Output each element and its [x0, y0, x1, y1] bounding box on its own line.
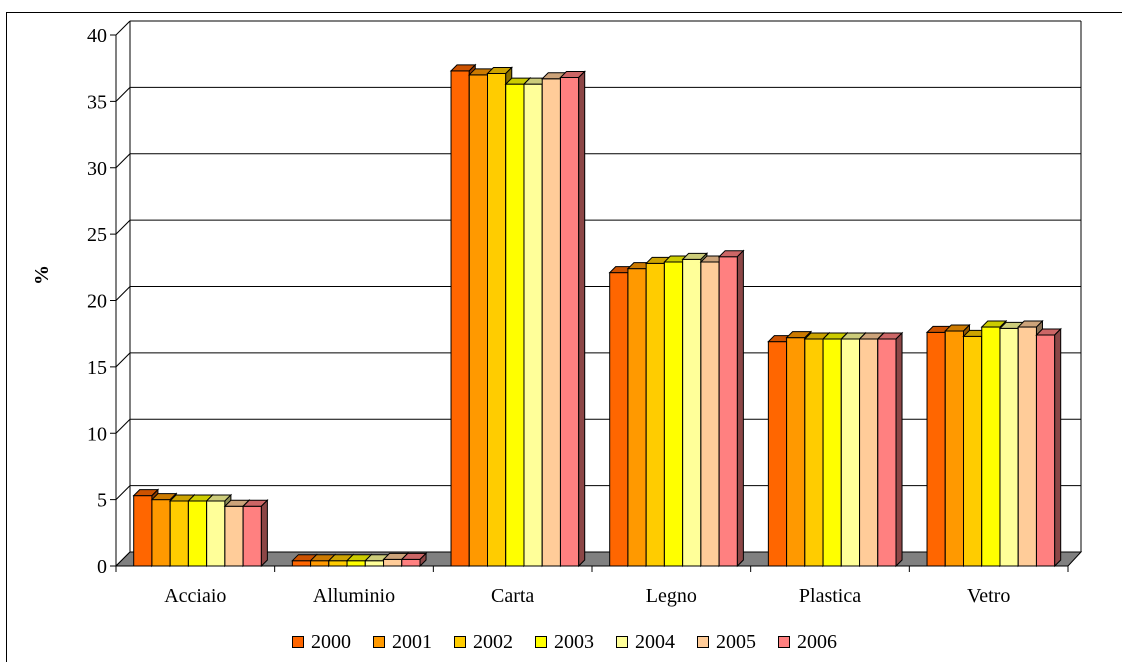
y-tick-label: 10	[87, 423, 107, 445]
bars	[132, 63, 1062, 568]
legend-item: 2003	[535, 631, 594, 654]
y-tick-label: 15	[87, 357, 107, 379]
y-tick-label: 5	[97, 490, 107, 512]
y-tick-label: 25	[87, 224, 107, 246]
legend-label: 2003	[554, 630, 594, 653]
legend-item: 2002	[454, 631, 513, 654]
y-tick-label: 35	[87, 91, 107, 113]
x-category-label: Acciaio	[164, 585, 226, 607]
legend-label: 2000	[311, 630, 351, 653]
legend-swatch	[454, 636, 466, 648]
gridline-depth	[115, 20, 131, 36]
legend-label: 2002	[473, 630, 513, 653]
legend-item: 2004	[616, 631, 675, 654]
legend-swatch	[535, 636, 547, 648]
y-tick-label: 30	[87, 158, 107, 180]
gridline-depth	[115, 153, 131, 169]
legend-item: 2000	[292, 631, 351, 654]
y-axis-label: %	[31, 265, 53, 285]
legend: 2000 2001 2002 2003 2004 2005 2006	[0, 628, 1129, 656]
y-tick-label: 40	[87, 25, 107, 47]
bar	[400, 552, 428, 568]
gridline-depth	[115, 418, 131, 434]
legend-swatch	[616, 636, 628, 648]
bar	[717, 249, 745, 568]
legend-item: 2005	[697, 631, 756, 654]
gridline-depth	[115, 219, 131, 235]
legend-item: 2006	[778, 631, 837, 654]
bar	[1035, 327, 1062, 568]
gridline-depth	[115, 286, 131, 301]
x-category-label: Plastica	[799, 585, 861, 607]
legend-swatch	[697, 636, 709, 648]
chart-frame	[6, 12, 1122, 662]
axes: 0 5 10 15 20 25 30 35 40 Acciaio Alluminio Carta Leg…	[87, 25, 1069, 607]
legend-label: 2005	[716, 630, 756, 653]
x-category-label: Vetro	[967, 585, 1010, 607]
bar	[559, 70, 586, 568]
y-tick-label: 0	[97, 556, 107, 578]
legend-swatch	[778, 636, 790, 648]
x-category-label: Legno	[646, 585, 697, 607]
gridline-depth	[115, 485, 131, 500]
gridline-depth	[115, 87, 131, 102]
gridline-depth	[115, 352, 131, 368]
legend-label: 2006	[797, 630, 837, 653]
legend-label: 2004	[635, 630, 675, 653]
x-category-label: Carta	[491, 585, 534, 607]
legend-item: 2001	[373, 631, 432, 654]
legend-swatch	[292, 636, 304, 648]
legend-swatch	[373, 636, 385, 648]
bar	[876, 331, 904, 568]
legend-label: 2001	[392, 630, 432, 653]
y-tick-label: 20	[87, 291, 107, 313]
bar	[241, 499, 269, 568]
x-category-label: Alluminio	[313, 585, 395, 607]
